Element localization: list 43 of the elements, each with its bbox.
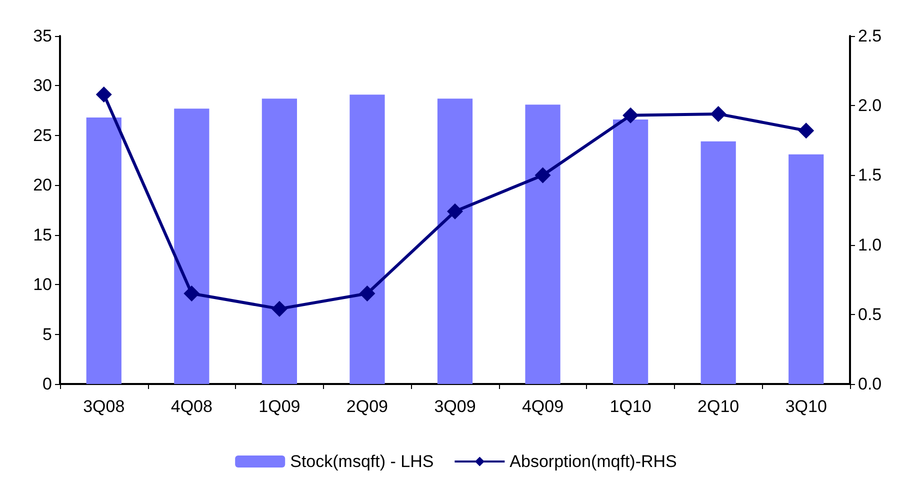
point xyxy=(271,300,288,317)
point xyxy=(534,167,551,184)
legend-label: Stock(msqft) - LHS xyxy=(290,452,434,471)
y-tick-label: 15 xyxy=(33,225,52,244)
bar xyxy=(350,94,385,384)
y2-tick-label: 2.5 xyxy=(858,26,882,46)
bar xyxy=(700,141,736,384)
y2-tick-label: 2.0 xyxy=(858,96,882,116)
x-tick-label: 2Q09 xyxy=(346,397,388,416)
bar xyxy=(525,104,560,384)
point xyxy=(447,203,463,220)
bar xyxy=(86,118,122,384)
y-tick-label: 35 xyxy=(33,26,52,46)
y-tick-label: 20 xyxy=(33,176,52,195)
y2-tick-label: 0.5 xyxy=(858,304,882,324)
y-tick-label: 0 xyxy=(42,374,52,394)
y2-tick-label: 0.0 xyxy=(858,374,882,394)
legend-label: Absorption(mqft)-RHS xyxy=(510,452,677,471)
point xyxy=(798,122,814,139)
y-tick-label: 30 xyxy=(33,76,52,96)
x-tick-label: 3Q08 xyxy=(83,397,125,416)
y2-tick-label: 1.5 xyxy=(858,166,882,185)
y2-tick-label: 1.0 xyxy=(858,235,882,254)
x-tick-label: 4Q08 xyxy=(170,397,212,416)
point xyxy=(359,286,376,302)
bar xyxy=(613,120,648,384)
x-tick-label: 4Q09 xyxy=(522,397,564,416)
bar xyxy=(788,154,824,384)
point xyxy=(622,107,639,124)
y-tick-label: 25 xyxy=(33,126,52,145)
point xyxy=(96,86,112,102)
x-tick-label: 2Q10 xyxy=(698,397,740,416)
y-tick-label: 10 xyxy=(33,275,52,294)
point xyxy=(184,286,200,302)
x-tick-label: 3Q09 xyxy=(434,397,476,416)
y-tick-label: 5 xyxy=(42,324,52,344)
x-tick-label: 3Q10 xyxy=(785,397,827,416)
bar xyxy=(262,98,297,384)
x-tick-label: 1Q09 xyxy=(258,397,300,416)
point xyxy=(710,106,726,122)
bar xyxy=(174,108,210,384)
bar xyxy=(437,98,473,384)
x-tick-label: 1Q10 xyxy=(610,397,652,416)
